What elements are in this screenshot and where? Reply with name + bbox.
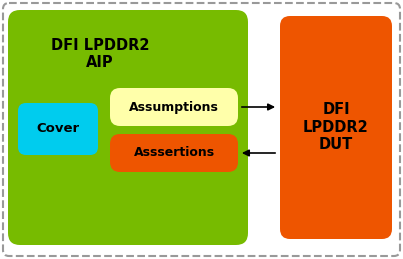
Text: Assumptions: Assumptions [129, 100, 219, 113]
FancyBboxPatch shape [18, 103, 98, 155]
FancyBboxPatch shape [110, 88, 238, 126]
FancyBboxPatch shape [8, 10, 248, 245]
Text: DFI LPDDR2
AIP: DFI LPDDR2 AIP [51, 38, 149, 70]
Text: Cover: Cover [36, 123, 79, 135]
FancyBboxPatch shape [110, 134, 238, 172]
Text: DFI
LPDDR2
DUT: DFI LPDDR2 DUT [303, 102, 369, 152]
Text: Asssertions: Asssertions [133, 147, 214, 160]
FancyBboxPatch shape [280, 16, 392, 239]
